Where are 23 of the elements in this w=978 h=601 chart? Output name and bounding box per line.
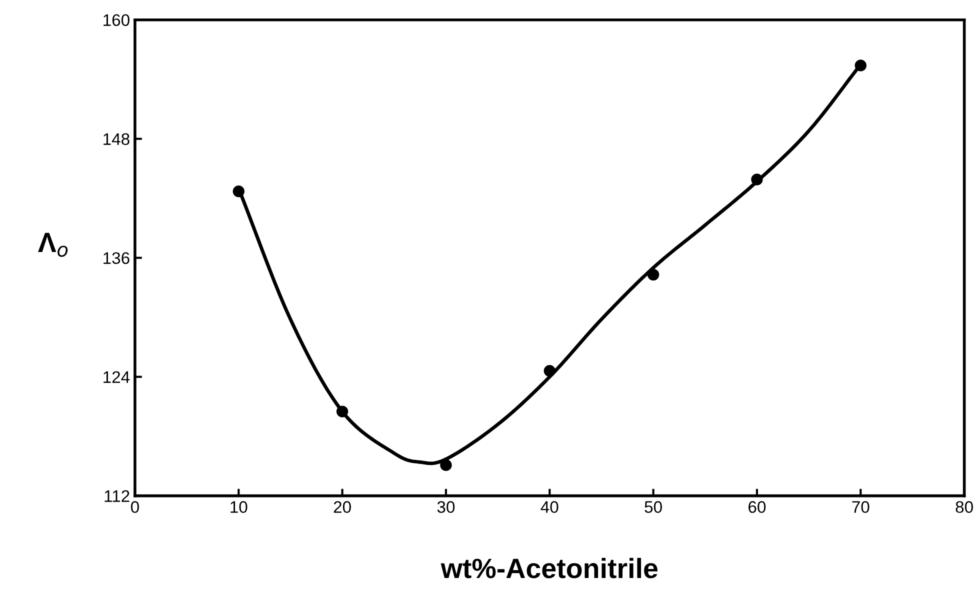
point xyxy=(544,365,556,377)
point xyxy=(440,459,452,471)
x-tick-label: 60 xyxy=(748,501,766,513)
y-tick-label: 160 xyxy=(104,14,130,26)
x-tick-label: 80 xyxy=(956,501,973,513)
x-tick-label: 20 xyxy=(334,501,351,513)
x-axis-title: wt%-Acetonitrile xyxy=(440,558,658,578)
point xyxy=(854,60,866,72)
y-tick-label: 136 xyxy=(104,252,130,264)
y-tick-label: 112 xyxy=(104,490,130,502)
x-tick-label: 30 xyxy=(437,501,455,513)
point xyxy=(336,406,348,418)
y-tick-label: 148 xyxy=(104,133,130,146)
x-tick-label: 70 xyxy=(852,501,870,513)
x-tick-label: 0 xyxy=(130,501,139,513)
point xyxy=(232,186,244,198)
x-tick-label: 10 xyxy=(230,501,248,513)
x-tick-label: 50 xyxy=(644,501,662,513)
point xyxy=(647,268,660,281)
x-tick-label: 40 xyxy=(540,501,558,513)
y-tick-label: 124 xyxy=(104,371,130,383)
y-axis-title: Λ$_{o}$ xyxy=(38,232,68,257)
point xyxy=(751,174,763,186)
